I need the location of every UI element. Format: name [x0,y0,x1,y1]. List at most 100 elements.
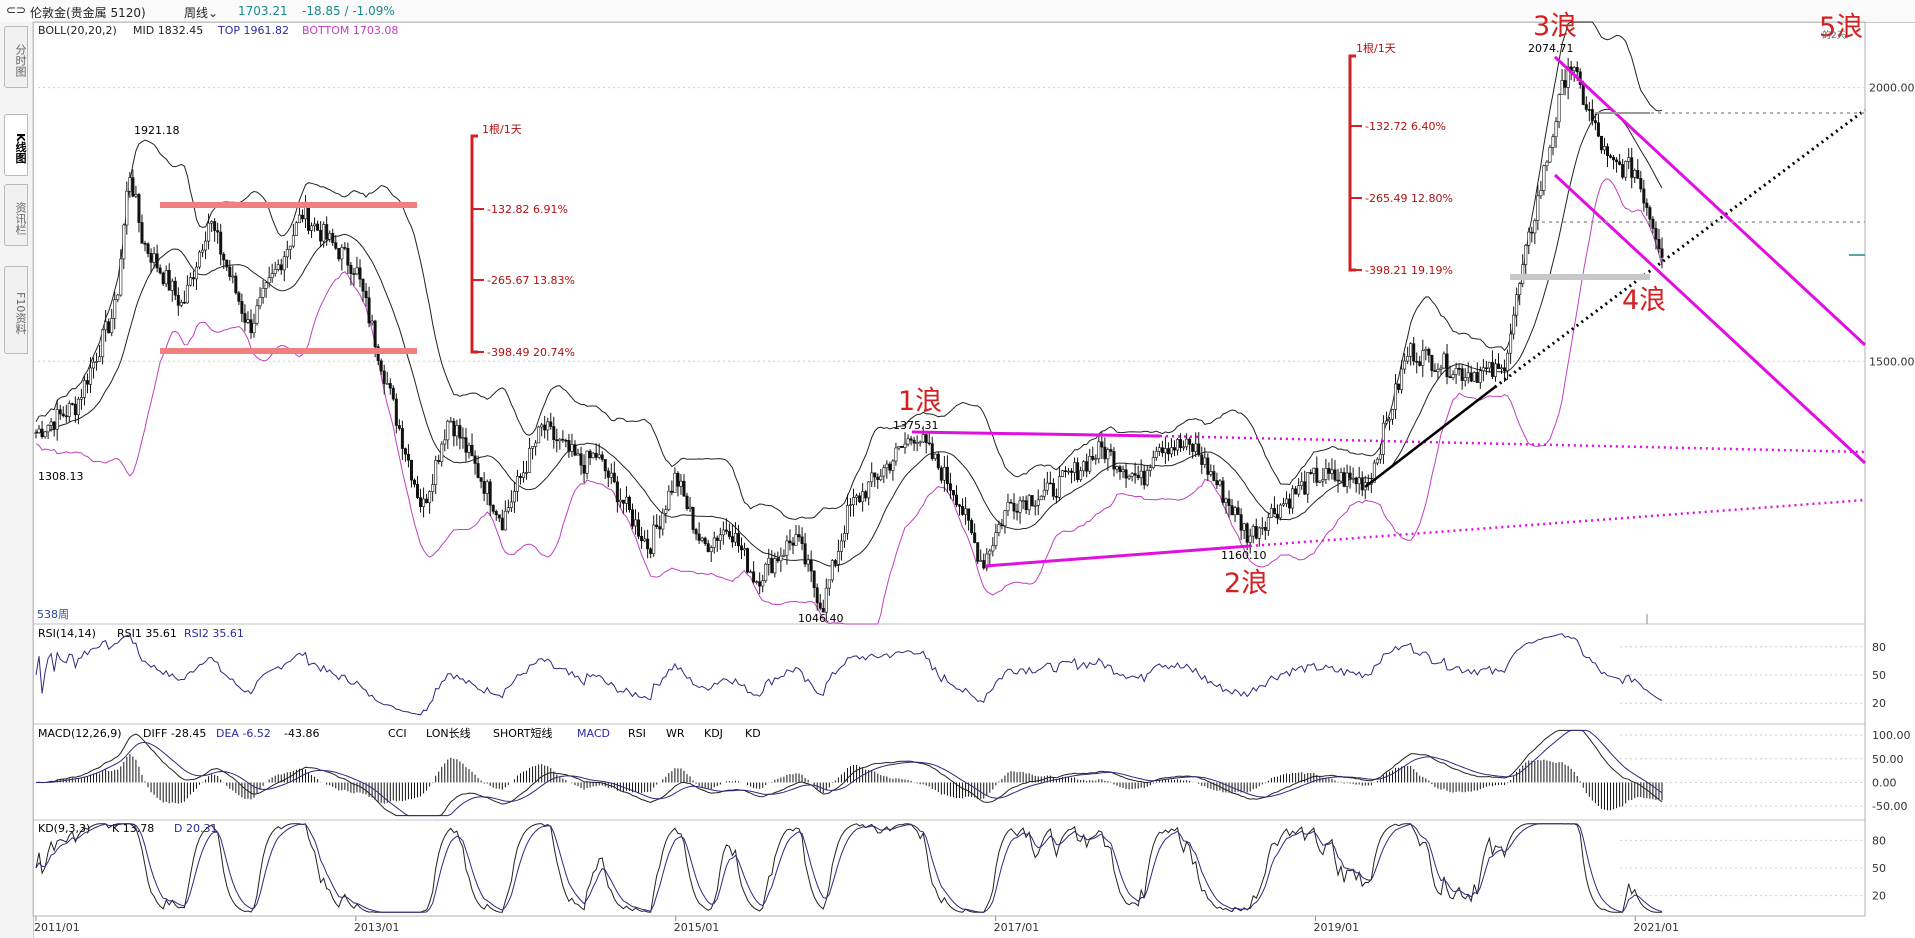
candle [409,459,413,488]
candle [167,263,171,291]
candle [673,467,677,493]
candle [555,428,559,453]
candle [234,272,238,295]
candle [1463,368,1467,387]
candle [170,278,174,302]
price-label-wave2: 1160.10 [1221,549,1267,562]
candle [1282,497,1286,507]
indicator-tab-rsi[interactable]: RSI [628,727,646,740]
tab-kline[interactable]: K线图 [4,114,28,176]
candle [1073,457,1077,482]
candle [1130,472,1134,482]
candle [58,404,62,420]
candle [991,537,995,557]
candle [1200,446,1204,474]
candle [1460,364,1464,390]
x-tick-1: 2013/01 [354,921,400,934]
candle [346,242,350,274]
candle [939,465,943,484]
candle [479,477,483,489]
candle [894,442,898,466]
candle [1169,438,1173,458]
indicator-tab-cci[interactable]: CCI [388,727,407,740]
candle [558,438,562,450]
macd-legend-diff: DIFF -28.45 [143,727,206,740]
candle [694,527,698,541]
boll-legend-top: TOP 1961.82 [217,24,289,37]
candle [107,318,111,334]
candle [640,526,644,549]
candle [861,483,865,512]
candle [1378,443,1382,464]
candle [119,249,123,297]
candle [52,421,56,437]
candle [355,256,359,276]
bars-count-label: 538周 [37,608,69,621]
tab-f10[interactable]: F10资料 [4,266,28,354]
candle [1048,471,1052,485]
candle [855,493,859,506]
drawing-overlays [160,55,1867,568]
candle [143,240,147,252]
candle [1300,472,1304,490]
indicator-tab-lon[interactable]: LON长线 [426,726,471,740]
candle [1333,459,1337,483]
candle [1297,478,1301,497]
candle [131,169,135,198]
candle [1088,448,1092,475]
candle [730,524,734,548]
candle [1360,471,1364,497]
candle [406,444,410,468]
candle [1478,366,1482,389]
candle [624,486,628,513]
candle [343,242,347,251]
window-toggle-icon[interactable]: ⊂⊃ [6,3,27,17]
candle [46,424,50,439]
candle [836,539,840,573]
candle [1212,464,1216,482]
candle [1636,159,1640,180]
candle [888,461,892,474]
candle [1257,526,1261,547]
indicator-tab-kdj[interactable]: KDJ [704,727,723,740]
indicator-tab-short[interactable]: SHORT短线 [493,726,552,740]
candle [361,278,365,302]
candle [1660,237,1664,269]
candle [85,373,89,394]
candle [1227,490,1231,518]
candle [842,525,846,548]
candle [1548,144,1552,163]
indicator-tab-wr[interactable]: WR [666,727,685,740]
ruler-2-level-2: -265.49 12.80% [1365,192,1453,205]
candle [758,572,762,595]
candle [615,476,619,513]
candle [1018,496,1022,524]
candle [815,583,819,611]
kd-d-line [35,823,1663,913]
candle [279,258,283,275]
candle [1306,472,1310,503]
candle [570,433,574,457]
candle [954,485,958,508]
tab-news[interactable]: 资讯栏 [4,184,28,246]
candle [164,265,168,288]
candle [1524,244,1528,276]
trendline-wave1-top-ext [1159,434,1866,454]
candle [1179,433,1183,453]
candle [948,472,952,499]
candle [1403,353,1407,374]
candle [721,521,725,545]
candle [791,537,795,554]
candle [1054,488,1058,504]
candle [736,524,740,553]
period-selector[interactable]: 周线⌄ [184,4,218,21]
candle [431,474,435,502]
tab-intraday[interactable]: 分时图 [4,26,28,88]
indicator-tab-kd[interactable]: KD [745,727,761,740]
ruler-1-header: 1根/1天 [482,122,522,136]
indicator-tab-macd[interactable]: MACD [577,727,610,740]
candle [1645,198,1649,216]
candle [743,542,747,557]
wave-label-5: 5浪 [1819,12,1863,43]
macd-dea-line [35,729,1663,817]
